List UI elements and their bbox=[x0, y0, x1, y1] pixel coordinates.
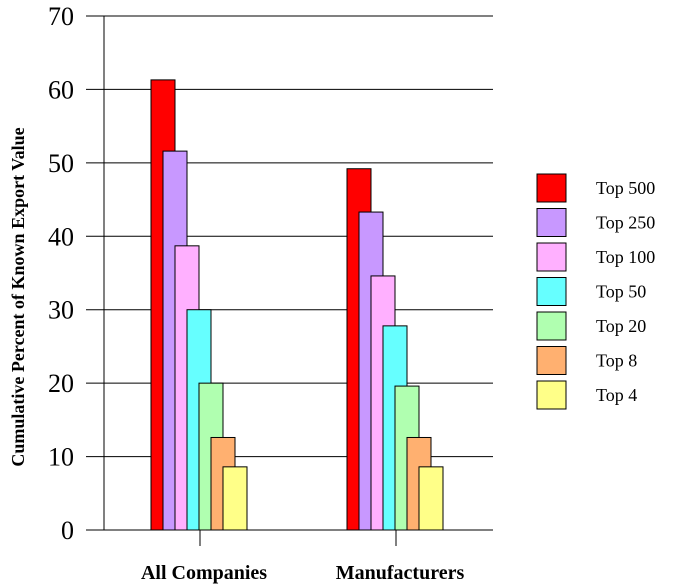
legend-label: Top 50 bbox=[596, 282, 646, 302]
legend-swatch bbox=[536, 242, 567, 272]
legend-swatch bbox=[536, 277, 567, 306]
legend-swatch bbox=[536, 208, 567, 237]
gridlines bbox=[86, 15, 493, 531]
y-tick-label: 20 bbox=[48, 369, 74, 398]
legend: Top 500 Top 250 Top 100 Top 50 Top 20 Top 8 To… bbox=[536, 173, 655, 410]
legend-label: Top 8 bbox=[596, 351, 637, 371]
legend-label: Top 500 bbox=[596, 178, 655, 198]
legend-label: Top 250 bbox=[596, 213, 655, 233]
y-tick-label: 30 bbox=[48, 296, 74, 325]
legend-swatch bbox=[536, 311, 567, 341]
y-tick-label: 60 bbox=[48, 75, 74, 104]
bars bbox=[150, 79, 444, 531]
y-tick-label: 40 bbox=[48, 222, 74, 251]
legend-swatch bbox=[536, 346, 567, 375]
category-label: All Companies bbox=[141, 562, 267, 584]
y-axis-title: Cumulative Percent of Known Export Value bbox=[8, 127, 28, 466]
bar-top-4-1 bbox=[222, 466, 248, 531]
legend-swatch bbox=[536, 380, 567, 410]
legend-label: Top 20 bbox=[596, 316, 646, 336]
legend-swatch bbox=[536, 173, 567, 203]
y-tick-label: 70 bbox=[48, 2, 74, 31]
axes: 0 10 20 30 40 50 60 70 All Companies Manufacturer… bbox=[48, 2, 464, 584]
legend-label: Top 100 bbox=[596, 247, 655, 267]
bar-top-4-2 bbox=[418, 466, 444, 531]
y-tick-label: 50 bbox=[48, 149, 74, 178]
legend-label: Top 4 bbox=[596, 385, 637, 405]
y-tick-label: 10 bbox=[48, 443, 74, 472]
y-tick-label: 0 bbox=[61, 516, 74, 545]
category-label: Manufacturers bbox=[336, 562, 465, 584]
